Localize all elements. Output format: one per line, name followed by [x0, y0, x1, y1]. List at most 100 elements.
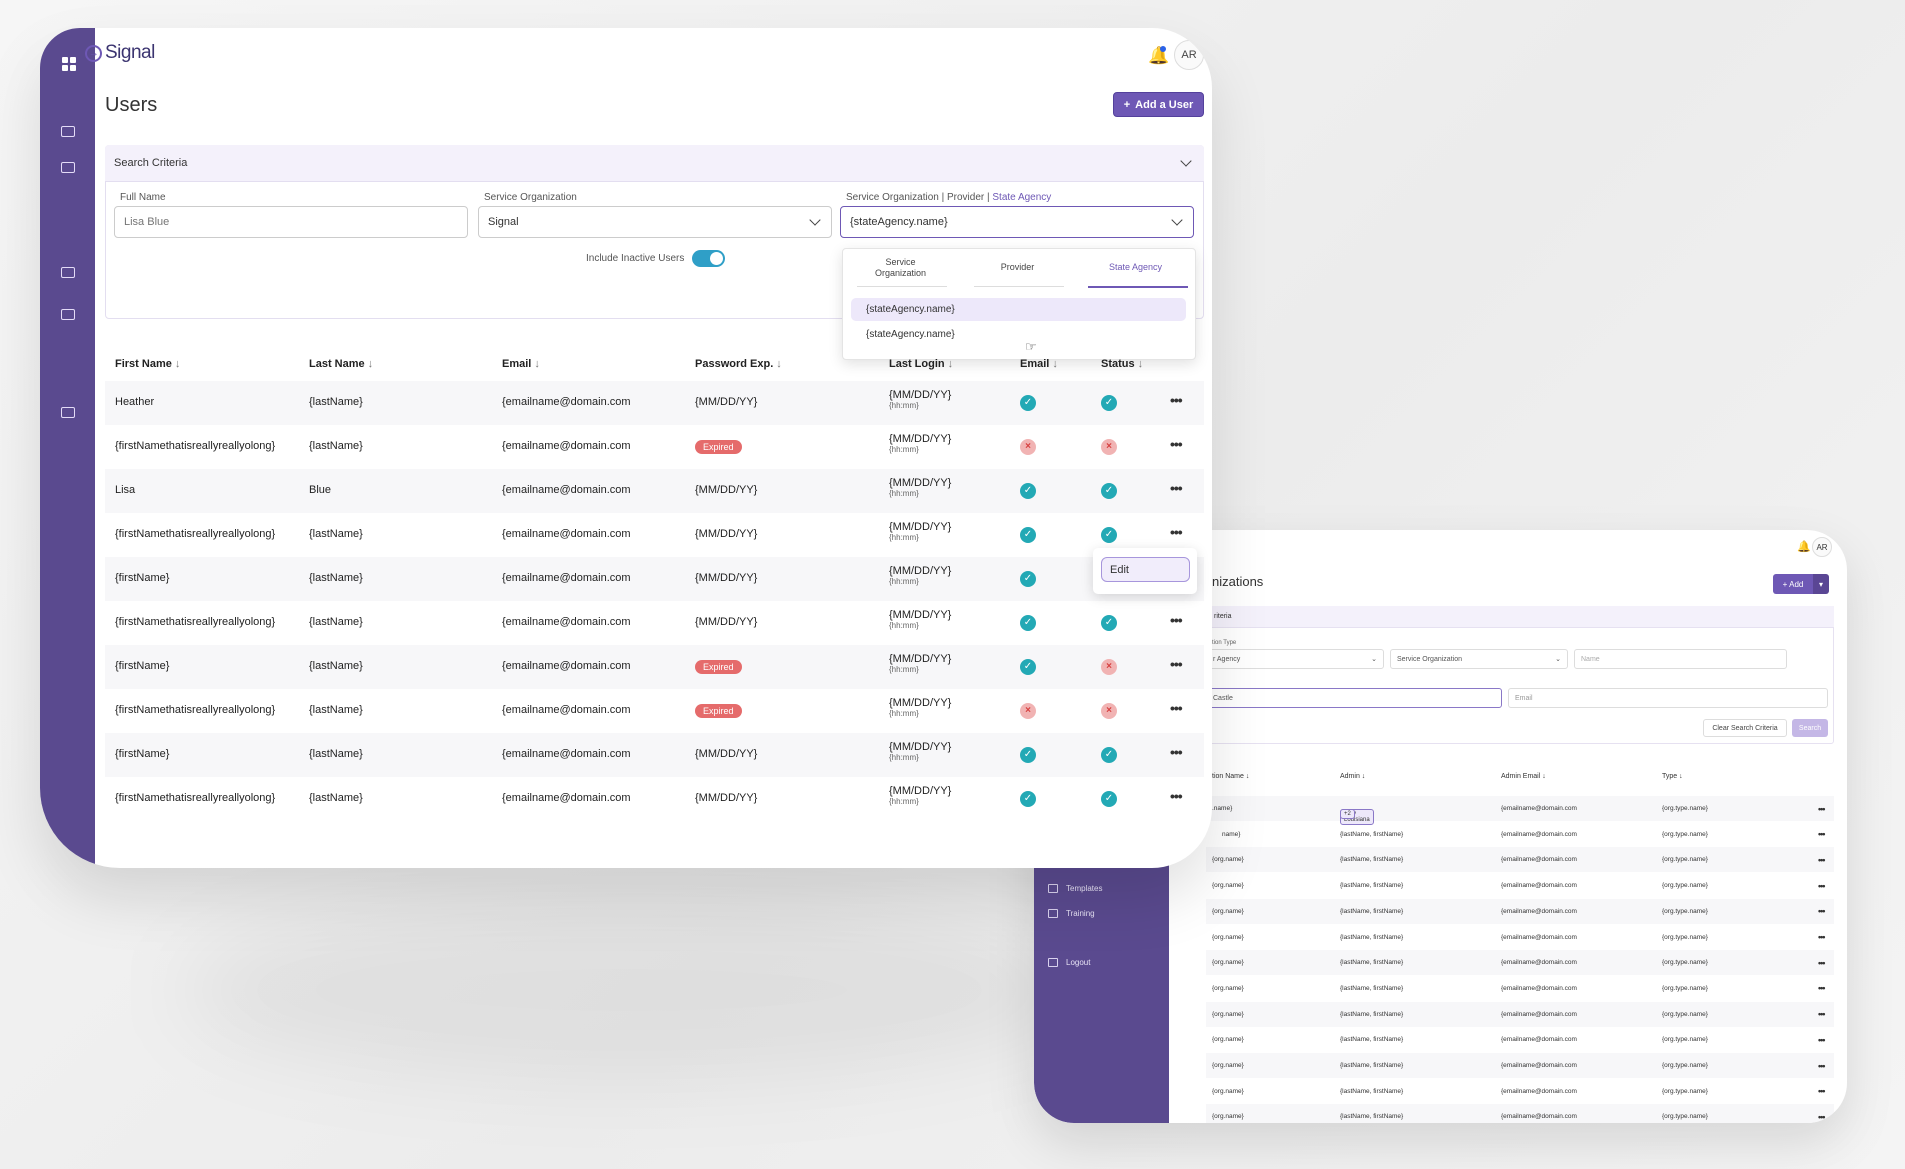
more-options-icon[interactable]: ••• — [1818, 906, 1826, 917]
last-login-date: {MM/DD/YY} — [889, 653, 952, 665]
more-options-icon[interactable]: ••• — [1818, 803, 1826, 814]
more-options-icon[interactable]: ••• — [1818, 854, 1826, 865]
bell-icon[interactable]: 🔔 — [1797, 541, 1811, 553]
col-type[interactable]: Type ↓ — [1662, 773, 1683, 780]
col-admin-email[interactable]: Admin Email ↓ — [1501, 773, 1546, 780]
table-row[interactable]: {firstNamethatisreallyreallyolong} {lastN… — [105, 425, 1204, 469]
full-name-input[interactable] — [114, 206, 468, 238]
email-cell: {emailname@domain.com — [502, 616, 631, 628]
col-password-exp[interactable]: Password Exp. ↓ — [695, 358, 782, 370]
type-select[interactable]: {stateAgency.name} — [840, 206, 1194, 238]
table-row[interactable]: {org.name} {lastName, firstName} {emailn… — [1206, 1001, 1834, 1027]
table-row[interactable]: {firstNamethatisreallyreallyolong} {lastN… — [105, 601, 1204, 645]
dropdown-option[interactable]: {stateAgency.name} — [851, 298, 1186, 321]
first-name-cell: {firstNamethatisreallyreallyolong} — [115, 704, 276, 716]
table-row[interactable]: {org.name} {lastName, firstName} {emailn… — [1206, 950, 1834, 976]
admin-email-cell: {emailname@domain.com — [1501, 1036, 1577, 1044]
dropdown-option[interactable]: {stateAgency.name} — [866, 329, 955, 340]
more-options-icon[interactable]: ••• — [1170, 656, 1183, 672]
table-row[interactable]: Lisa Blue {emailname@domain.com {MM/DD/YY}{… — [105, 469, 1204, 513]
col-last-name[interactable]: Last Name ↓ — [309, 358, 374, 370]
avatar[interactable]: AR — [1812, 537, 1832, 557]
more-options-icon[interactable]: ••• — [1818, 932, 1826, 942]
add-menu-toggle[interactable]: ▾ — [1813, 574, 1829, 594]
table-row[interactable]: {org.name} {lastName, firstName} {emailn… — [1206, 1104, 1834, 1123]
last-login-date: {MM/DD/YY} — [889, 785, 952, 797]
table-row[interactable]: name} {lastName, firstName} {emailname@d… — [1206, 822, 1834, 847]
search-criteria-header[interactable]: Search Criteria — [105, 145, 1204, 182]
folder-icon[interactable] — [61, 407, 75, 418]
more-options-icon[interactable]: ••• — [1170, 392, 1183, 408]
table-row[interactable]: {org.name} {lastName, firstName} {emailn… — [1206, 1079, 1834, 1104]
col-email-verified[interactable]: Email ↓ — [1020, 358, 1058, 370]
table-row[interactable]: {org.name} {lastName, firstName} {emailn… — [1206, 873, 1834, 898]
check-circle-icon: ✓ — [1101, 747, 1117, 763]
tab-state-agency[interactable]: State Agency — [1108, 262, 1163, 272]
more-options-icon[interactable]: ••• — [1818, 880, 1826, 891]
include-inactive-toggle[interactable] — [692, 250, 725, 267]
search-button[interactable]: Search — [1792, 719, 1828, 737]
apps-grid-icon[interactable] — [62, 57, 76, 71]
add-button[interactable]: + Add — [1773, 574, 1813, 594]
more-options-icon[interactable]: ••• — [1170, 436, 1183, 452]
more-options-icon[interactable]: ••• — [1818, 1086, 1826, 1097]
add-user-button[interactable]: + Add a User — [1113, 92, 1204, 117]
book-open-icon[interactable] — [61, 309, 75, 320]
type-select[interactable]: r Agency ⌄ — [1206, 649, 1384, 669]
name-input[interactable]: Name — [1574, 649, 1787, 669]
table-row[interactable]: {org.name} {lastName, firstName} {emailn… — [1206, 976, 1834, 1001]
sidebar-item-logout[interactable]: Logout — [1048, 958, 1090, 967]
table-row[interactable]: {org.name} {lastName, firstName} {emailn… — [1206, 1027, 1834, 1052]
more-options-icon[interactable]: ••• — [1818, 1060, 1826, 1071]
search-criteria-header[interactable]: riteria — [1206, 606, 1834, 628]
admin-email-cell: {emailname@domain.com — [1501, 1087, 1577, 1095]
monitor-icon[interactable] — [61, 162, 75, 173]
table-row[interactable]: {firstNamethatisreallyreallyolong} {lastN… — [105, 689, 1204, 733]
table-row[interactable]: {org.name} {lastName, firstName} {emailn… — [1206, 925, 1834, 950]
col-status[interactable]: Status ↓ — [1101, 358, 1144, 370]
page-title: Users — [105, 94, 158, 116]
avatar[interactable]: AR — [1174, 40, 1204, 70]
tab-provider[interactable]: Provider — [1000, 262, 1035, 272]
city-input[interactable]: Castle — [1206, 688, 1502, 708]
book-icon[interactable] — [61, 267, 75, 278]
more-options-icon[interactable]: ••• — [1170, 524, 1183, 540]
col-first-name[interactable]: First Name ↓ — [115, 358, 181, 370]
admin-more-chip[interactable]: +2 — [1340, 808, 1355, 819]
table-row[interactable]: {org.name} {lastName, firstName} {emailn… — [1206, 847, 1834, 873]
more-options-icon[interactable]: ••• — [1170, 788, 1183, 804]
table-row[interactable]: .name} Amy Louisiana +2 {emailname@domai… — [1206, 796, 1834, 825]
col-admin[interactable]: Admin ↓ — [1340, 773, 1366, 780]
more-options-icon[interactable]: ••• — [1170, 700, 1183, 716]
email-input[interactable]: Email — [1508, 688, 1828, 708]
list-icon[interactable] — [61, 126, 75, 137]
more-options-icon[interactable]: ••• — [1818, 1009, 1826, 1020]
more-options-icon[interactable]: ••• — [1818, 829, 1826, 840]
service-org-select[interactable]: Signal — [478, 206, 832, 238]
more-options-icon[interactable]: ••• — [1170, 480, 1183, 496]
sidebar-item-templates[interactable]: Templates — [1048, 884, 1102, 893]
sidebar-item-training[interactable]: Training — [1048, 909, 1095, 918]
tab-service-organization[interactable]: Service Organization — [874, 257, 927, 278]
table-row[interactable]: {firstName} {lastName} {emailname@domain.c… — [105, 557, 1204, 601]
more-options-icon[interactable]: ••• — [1818, 983, 1826, 994]
table-row[interactable]: {org.name} {lastName, firstName} {emailn… — [1206, 1053, 1834, 1078]
more-options-icon[interactable]: ••• — [1170, 612, 1183, 628]
table-row[interactable]: Heather {lastName} {emailname@domain.com {M… — [105, 381, 1204, 425]
more-options-icon[interactable]: ••• — [1818, 1111, 1826, 1122]
more-options-icon[interactable]: ••• — [1818, 1034, 1826, 1045]
table-row[interactable]: {firstNamethatisreallyreallyolong} {lastN… — [105, 777, 1204, 821]
edit-menu-item[interactable]: Edit — [1101, 557, 1190, 582]
org-name-cell: {org.name} — [1212, 1113, 1244, 1121]
table-row[interactable]: {org.name} {lastName, firstName} {emailn… — [1206, 898, 1834, 924]
col-org-name[interactable]: tion Name ↓ — [1212, 773, 1250, 780]
col-email[interactable]: Email ↓ — [502, 358, 540, 370]
table-row[interactable]: {firstNamethatisreallyreallyolong} {lastN… — [105, 513, 1204, 557]
service-org-select[interactable]: Service Organization ⌄ — [1390, 649, 1568, 669]
table-row[interactable]: {firstName} {lastName} {emailname@domain.c… — [105, 645, 1204, 689]
table-row[interactable]: {firstName} {lastName} {emailname@domain.c… — [105, 733, 1204, 777]
clear-search-button[interactable]: Clear Search Criteria — [1703, 719, 1787, 737]
more-options-icon[interactable]: ••• — [1170, 744, 1183, 760]
more-options-icon[interactable]: ••• — [1818, 957, 1826, 968]
col-last-login[interactable]: Last Login ↓ — [889, 358, 954, 370]
